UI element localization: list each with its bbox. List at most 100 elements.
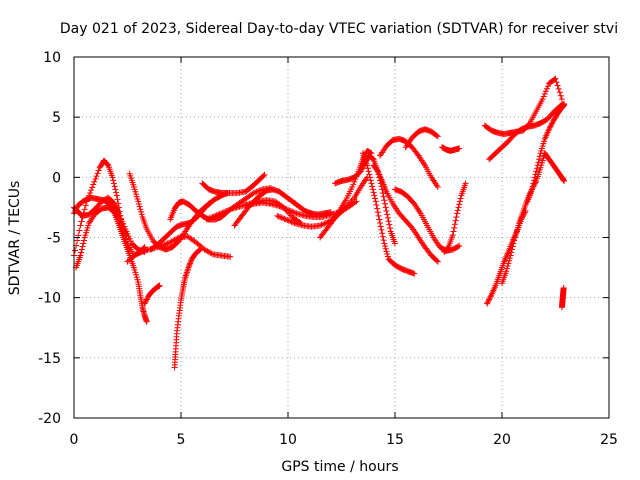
data-point bbox=[536, 153, 543, 160]
series-arc-23 bbox=[402, 126, 441, 151]
data-point bbox=[285, 217, 292, 224]
data-point bbox=[561, 177, 568, 184]
data-point bbox=[510, 240, 517, 247]
data-point bbox=[143, 296, 150, 303]
data-point bbox=[174, 235, 181, 242]
data-point bbox=[539, 96, 546, 103]
data-point bbox=[382, 204, 389, 211]
series-arc-15 bbox=[242, 198, 360, 221]
data-point bbox=[548, 121, 555, 128]
data-point bbox=[508, 246, 515, 253]
data-point bbox=[81, 206, 88, 213]
data-point bbox=[383, 248, 390, 255]
data-point bbox=[485, 297, 492, 304]
data-point bbox=[372, 198, 379, 205]
data-point bbox=[455, 204, 462, 211]
data-point bbox=[486, 295, 493, 302]
data-point bbox=[73, 204, 80, 211]
data-point bbox=[328, 219, 335, 226]
data-point bbox=[261, 171, 268, 178]
data-point bbox=[382, 200, 389, 207]
data-point bbox=[250, 189, 257, 196]
data-point bbox=[486, 296, 493, 303]
data-point bbox=[561, 102, 568, 109]
data-point bbox=[252, 189, 259, 196]
series-arc-20 bbox=[370, 162, 441, 265]
data-point bbox=[383, 208, 390, 215]
data-point bbox=[462, 180, 469, 187]
data-point bbox=[433, 132, 440, 139]
data-point bbox=[506, 257, 513, 264]
data-point bbox=[290, 209, 297, 216]
data-point bbox=[533, 165, 540, 172]
data-point bbox=[453, 214, 460, 221]
data-point bbox=[277, 203, 284, 210]
data-point bbox=[359, 165, 366, 172]
data-point bbox=[208, 250, 215, 257]
data-point bbox=[142, 299, 149, 306]
data-point bbox=[451, 224, 458, 231]
data-point bbox=[484, 299, 491, 306]
data-point bbox=[138, 211, 145, 218]
data-point bbox=[275, 213, 282, 220]
data-point bbox=[457, 195, 464, 202]
data-point bbox=[454, 207, 461, 214]
data-point bbox=[552, 75, 559, 82]
data-point bbox=[555, 85, 562, 92]
data-point bbox=[534, 162, 541, 169]
data-point bbox=[484, 300, 491, 307]
x-tick-label: 0 bbox=[70, 432, 79, 448]
data-point bbox=[454, 210, 461, 217]
y-tick-label: -5 bbox=[47, 231, 61, 247]
data-point bbox=[80, 240, 87, 247]
data-point bbox=[279, 204, 286, 211]
data-point bbox=[276, 203, 283, 210]
data-point bbox=[560, 285, 567, 292]
data-point bbox=[372, 195, 379, 202]
data-point bbox=[373, 202, 380, 209]
data-point bbox=[364, 165, 371, 172]
data-point bbox=[213, 212, 220, 219]
data-point bbox=[456, 201, 463, 208]
data-point bbox=[144, 295, 151, 302]
data-point bbox=[434, 183, 441, 190]
data-point bbox=[256, 187, 263, 194]
data-point bbox=[164, 240, 171, 247]
data-point bbox=[366, 171, 373, 178]
data-point bbox=[74, 237, 81, 244]
data-point bbox=[381, 240, 388, 247]
data-point bbox=[379, 186, 386, 193]
data-point bbox=[376, 216, 383, 223]
series-arc-24 bbox=[441, 180, 469, 255]
data-point bbox=[382, 243, 389, 250]
data-point bbox=[138, 248, 145, 255]
data-point bbox=[317, 222, 324, 229]
data-point bbox=[549, 119, 556, 126]
y-axis-label: SDTVAR / TECUs bbox=[7, 181, 23, 296]
series-arc-30 bbox=[524, 102, 568, 205]
data-point bbox=[287, 208, 294, 215]
data-point bbox=[319, 221, 326, 228]
data-point bbox=[280, 205, 287, 212]
data-point bbox=[434, 258, 441, 265]
chart-title: Day 021 of 2023, Sidereal Day-to-day VTE… bbox=[60, 21, 618, 37]
data-point bbox=[143, 318, 150, 325]
data-point bbox=[78, 246, 85, 253]
data-point bbox=[227, 253, 234, 260]
data-point bbox=[384, 211, 391, 218]
data-point bbox=[285, 206, 291, 213]
data-point bbox=[542, 88, 549, 95]
data-point bbox=[456, 242, 463, 249]
data-point bbox=[90, 181, 97, 188]
data-point bbox=[158, 242, 165, 249]
data-point bbox=[135, 198, 142, 205]
data-point bbox=[76, 227, 83, 234]
data-point bbox=[109, 174, 116, 181]
series-arc-31 bbox=[541, 150, 568, 184]
data-point bbox=[546, 124, 553, 131]
data-point bbox=[414, 151, 421, 158]
y-tick-label: 10 bbox=[43, 50, 61, 66]
data-point bbox=[503, 265, 510, 272]
data-point bbox=[379, 189, 386, 196]
data-point bbox=[136, 203, 143, 210]
